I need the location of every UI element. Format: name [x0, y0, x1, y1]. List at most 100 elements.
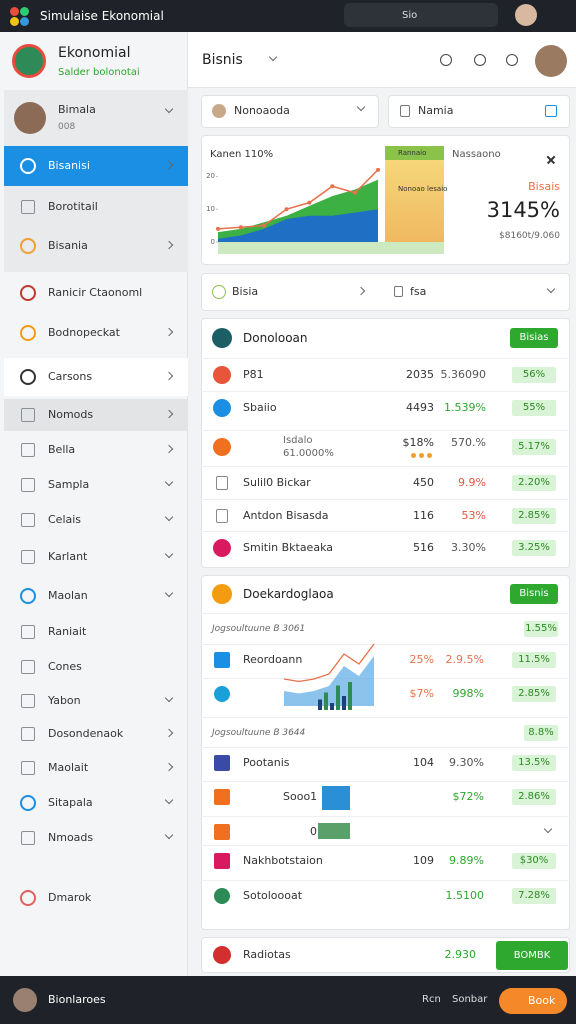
page-title: Bisnis [202, 52, 243, 68]
book-button[interactable] [499, 988, 567, 1014]
row-icon [214, 853, 230, 869]
logo-dot [19, 16, 29, 26]
nav-icon [20, 158, 36, 174]
section-label: Jogsoultuune B 3061 [212, 624, 306, 634]
select[interactable] [201, 95, 379, 128]
row-icon [216, 476, 228, 490]
row-icon [213, 399, 231, 417]
y-tick-label: 20 [206, 172, 215, 181]
filter-row[interactable] [201, 273, 570, 311]
user-role: 008 [58, 122, 76, 132]
row-name: Sbaiio [243, 401, 277, 414]
row-count: 450 [413, 476, 434, 489]
row-divider [201, 717, 570, 718]
table-title: Doekardoglaoa [243, 587, 334, 601]
row-pct: 570.% [451, 436, 486, 449]
select[interactable] [388, 95, 570, 128]
nav-item: Bodnopeckat [48, 326, 120, 339]
row-name: Sotoloooat [243, 889, 303, 902]
row-pct: 5.36090 [440, 368, 487, 381]
row-icon [214, 652, 230, 668]
row-name: Sooo1 [283, 790, 318, 803]
kpi-sub: $8160t/9.060 [499, 231, 560, 241]
row-icon [213, 366, 231, 384]
row-value: 2.930 [444, 948, 477, 961]
table-button[interactable] [510, 328, 558, 348]
row-pct: 9.9% [458, 476, 486, 489]
rating-star [426, 452, 432, 458]
row-count: 116 [413, 509, 434, 522]
badge: 2.20% [512, 475, 556, 491]
badge: 7.28% [512, 888, 556, 904]
nav-item: Maolan [48, 589, 88, 602]
row-divider [201, 644, 570, 645]
row-name: Reordoann [243, 653, 303, 666]
row-divider [201, 880, 570, 881]
header-icon[interactable] [506, 54, 518, 66]
nav-item: Carsons [48, 370, 93, 383]
table-button-label: Bisnis [519, 588, 549, 599]
nav-icon [21, 478, 35, 492]
nav-item: Cones [48, 660, 82, 673]
row-count: 516 [413, 541, 434, 554]
nav-item: Yabon [48, 694, 81, 707]
row-pct: 1.539% [444, 401, 486, 414]
nav-item: Sitapala [48, 796, 93, 809]
search-text: Sio [402, 10, 418, 21]
filter-icon [394, 286, 403, 297]
search-box[interactable] [344, 3, 498, 27]
user-avatar[interactable] [515, 4, 537, 26]
nav-item: Ranicir Ctaonoml [48, 286, 143, 299]
bottom-link: Rcn [422, 994, 441, 1005]
legend-block [385, 146, 444, 160]
table-button[interactable] [510, 584, 558, 604]
nav-icon [20, 795, 36, 811]
nav-icon [20, 369, 36, 385]
row-name: Isdalo [283, 435, 313, 446]
x-tick-label: 2020 [300, 245, 319, 253]
row-count: $18% [402, 436, 434, 449]
kpi-value: 3145% [486, 198, 560, 222]
nav-item: Bella [48, 443, 76, 456]
select-text: Nonoaoda [234, 104, 290, 117]
nav-item: Nomods [48, 408, 94, 421]
header-icon[interactable] [440, 54, 452, 66]
row-divider [201, 613, 570, 614]
filter-text: fsa [410, 285, 427, 298]
row-icon [213, 438, 231, 456]
header-icon[interactable] [474, 54, 486, 66]
row-pct: 53% [461, 509, 486, 522]
nav-icon [21, 831, 35, 845]
nav-item: Bisania [48, 239, 88, 252]
legend-block [385, 160, 444, 242]
row-pct: 3.30% [451, 541, 486, 554]
row-pct: 9.89% [449, 854, 484, 867]
nav-icon [21, 513, 35, 527]
row-divider [201, 816, 570, 817]
profile-photo[interactable] [535, 45, 567, 77]
select-icon [212, 104, 226, 118]
x-tick-label: 2020 [254, 245, 273, 253]
bottom-avatar[interactable] [13, 988, 37, 1012]
bottom-link: Sonbar [452, 994, 488, 1005]
row-divider [201, 499, 570, 500]
footer-button[interactable] [496, 941, 568, 970]
badge: 2.85% [512, 686, 556, 702]
nav-icon [21, 443, 35, 457]
row-icon [213, 539, 231, 557]
row-count: 25% [409, 653, 434, 666]
filter-text: Bisia [232, 285, 259, 298]
logo-dot [9, 6, 19, 16]
nav-icon [20, 238, 36, 254]
row-divider [201, 391, 570, 392]
badge: 2.86% [512, 789, 556, 805]
badge: 11.5% [512, 652, 556, 668]
badge: 2.85% [512, 508, 556, 524]
nav-item: Borotitail [48, 200, 98, 213]
row-divider [201, 531, 570, 532]
row-icon [216, 509, 228, 523]
row-icon [214, 824, 230, 840]
row-name: Antdon Bisasda [243, 509, 329, 522]
user-name: Bimala [58, 103, 96, 116]
badge: 3.25% [512, 540, 556, 556]
